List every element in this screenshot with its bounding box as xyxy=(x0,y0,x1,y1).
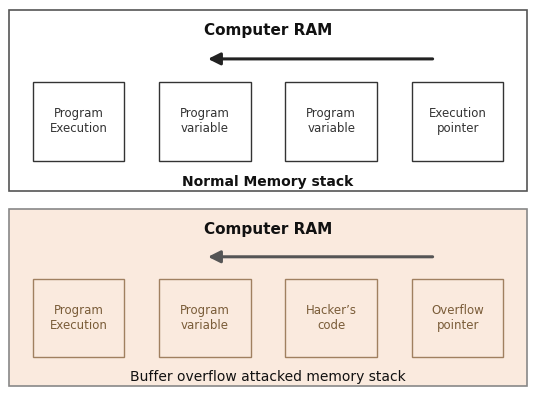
Text: Program
variable: Program variable xyxy=(180,107,230,135)
Text: Overflow
pointer: Overflow pointer xyxy=(431,304,484,332)
Text: Hacker’s
code: Hacker’s code xyxy=(306,304,357,332)
Text: Program
Execution: Program Execution xyxy=(49,304,107,332)
FancyBboxPatch shape xyxy=(159,82,250,161)
FancyBboxPatch shape xyxy=(9,209,527,386)
Text: Buffer overflow attacked memory stack: Buffer overflow attacked memory stack xyxy=(130,370,406,384)
FancyBboxPatch shape xyxy=(286,82,377,161)
Text: Computer RAM: Computer RAM xyxy=(204,23,332,38)
Text: Program
variable: Program variable xyxy=(180,304,230,332)
Text: Execution
pointer: Execution pointer xyxy=(429,107,487,135)
FancyBboxPatch shape xyxy=(33,279,124,357)
FancyBboxPatch shape xyxy=(286,279,377,357)
Text: Computer RAM: Computer RAM xyxy=(204,222,332,236)
FancyBboxPatch shape xyxy=(412,279,503,357)
FancyBboxPatch shape xyxy=(33,82,124,161)
FancyBboxPatch shape xyxy=(412,82,503,161)
FancyBboxPatch shape xyxy=(9,10,527,191)
Text: Program
variable: Program variable xyxy=(306,107,356,135)
FancyBboxPatch shape xyxy=(159,279,250,357)
Text: Program
Execution: Program Execution xyxy=(49,107,107,135)
Text: Normal Memory stack: Normal Memory stack xyxy=(182,175,354,189)
